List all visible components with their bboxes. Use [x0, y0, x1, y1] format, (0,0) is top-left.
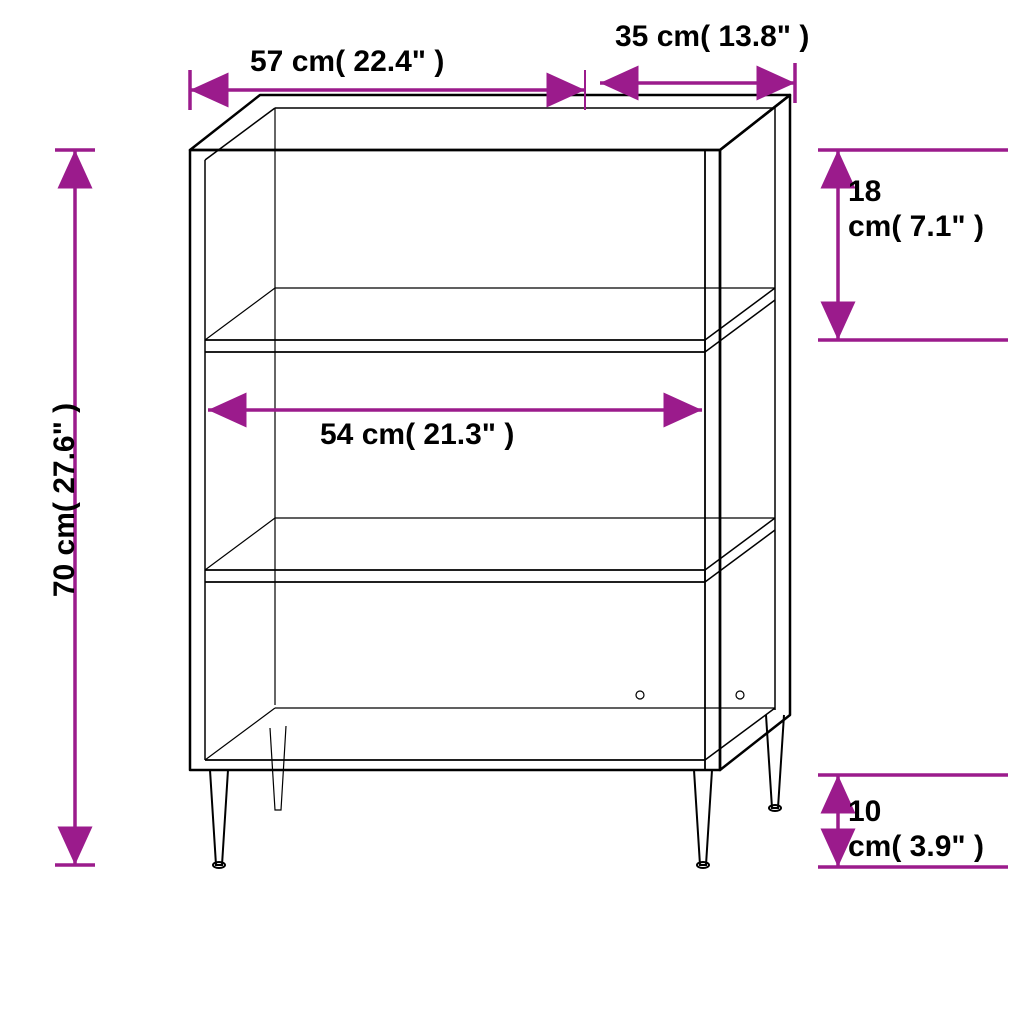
cabinet-legs [210, 715, 784, 868]
dim-depth: 35 cm( 13.8" ) [615, 20, 809, 54]
diagram-container: 57 cm( 22.4" ) 35 cm( 13.8" ) 70 cm( 27.… [0, 0, 1024, 1024]
dim-height: 70 cm( 27.6" ) [48, 370, 82, 630]
dim-inner-w: 54 cm( 21.3" ) [320, 418, 514, 452]
dim-width: 57 cm( 22.4" ) [250, 45, 444, 79]
dim-leg: 10cm( 3.9" ) [848, 795, 984, 864]
drawing-svg [0, 0, 1024, 1024]
dim-shelf-h: 18cm( 7.1" ) [848, 175, 984, 244]
